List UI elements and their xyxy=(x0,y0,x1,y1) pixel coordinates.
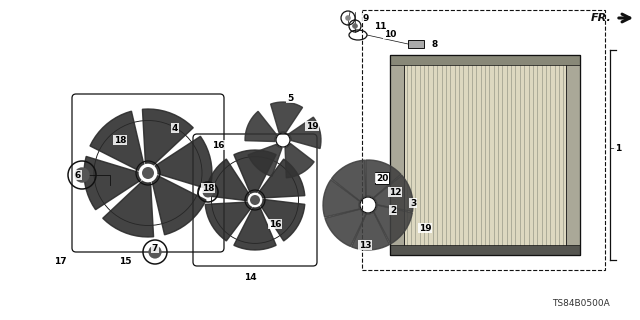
Circle shape xyxy=(250,195,260,205)
Text: 3: 3 xyxy=(410,198,416,207)
Text: 10: 10 xyxy=(384,29,396,38)
Bar xyxy=(390,55,404,255)
Polygon shape xyxy=(285,143,314,178)
Text: 12: 12 xyxy=(388,188,401,196)
Polygon shape xyxy=(374,175,413,212)
Text: 6: 6 xyxy=(75,171,81,180)
Text: 2: 2 xyxy=(390,205,396,214)
Text: 18: 18 xyxy=(114,135,126,145)
Polygon shape xyxy=(323,180,360,217)
Bar xyxy=(390,55,580,65)
Polygon shape xyxy=(245,111,276,141)
Polygon shape xyxy=(155,136,212,189)
Text: TS84B0500A: TS84B0500A xyxy=(552,299,610,308)
Bar xyxy=(390,55,580,255)
Text: 1: 1 xyxy=(615,143,621,153)
Polygon shape xyxy=(332,160,366,201)
Polygon shape xyxy=(205,202,252,241)
Text: 20: 20 xyxy=(376,173,388,182)
Text: 16: 16 xyxy=(269,220,281,228)
Polygon shape xyxy=(143,109,193,165)
Text: 4: 4 xyxy=(172,124,178,132)
Text: FR.: FR. xyxy=(591,13,612,23)
Polygon shape xyxy=(234,206,276,250)
Polygon shape xyxy=(271,102,303,133)
Polygon shape xyxy=(374,205,412,244)
Text: 19: 19 xyxy=(306,122,318,131)
Text: 14: 14 xyxy=(244,274,256,283)
Polygon shape xyxy=(234,150,276,194)
Polygon shape xyxy=(259,159,305,198)
Text: 13: 13 xyxy=(359,241,371,250)
Polygon shape xyxy=(152,176,206,235)
Text: 11: 11 xyxy=(374,21,387,30)
Text: 18: 18 xyxy=(202,183,214,193)
Polygon shape xyxy=(365,160,401,198)
Bar xyxy=(566,55,580,255)
Text: 7: 7 xyxy=(152,244,158,252)
Bar xyxy=(362,10,605,270)
Polygon shape xyxy=(103,181,154,237)
Circle shape xyxy=(353,24,357,28)
Polygon shape xyxy=(289,117,321,148)
Text: 19: 19 xyxy=(419,223,431,233)
Bar xyxy=(390,55,580,255)
Text: 5: 5 xyxy=(287,93,293,102)
Text: 16: 16 xyxy=(212,140,224,149)
Bar xyxy=(375,172,389,184)
Circle shape xyxy=(148,245,162,259)
Polygon shape xyxy=(84,156,141,210)
Polygon shape xyxy=(90,111,144,171)
Polygon shape xyxy=(351,212,390,250)
Text: 15: 15 xyxy=(119,258,131,267)
Polygon shape xyxy=(260,199,305,241)
Bar xyxy=(390,245,580,255)
Circle shape xyxy=(345,15,351,21)
Circle shape xyxy=(74,167,90,183)
Text: 17: 17 xyxy=(54,258,67,267)
Polygon shape xyxy=(325,209,366,246)
Polygon shape xyxy=(248,144,282,176)
Circle shape xyxy=(202,187,214,197)
Bar xyxy=(408,40,424,48)
Text: 8: 8 xyxy=(432,39,438,49)
Circle shape xyxy=(142,167,154,179)
Text: 9: 9 xyxy=(363,13,369,22)
Polygon shape xyxy=(205,159,250,201)
